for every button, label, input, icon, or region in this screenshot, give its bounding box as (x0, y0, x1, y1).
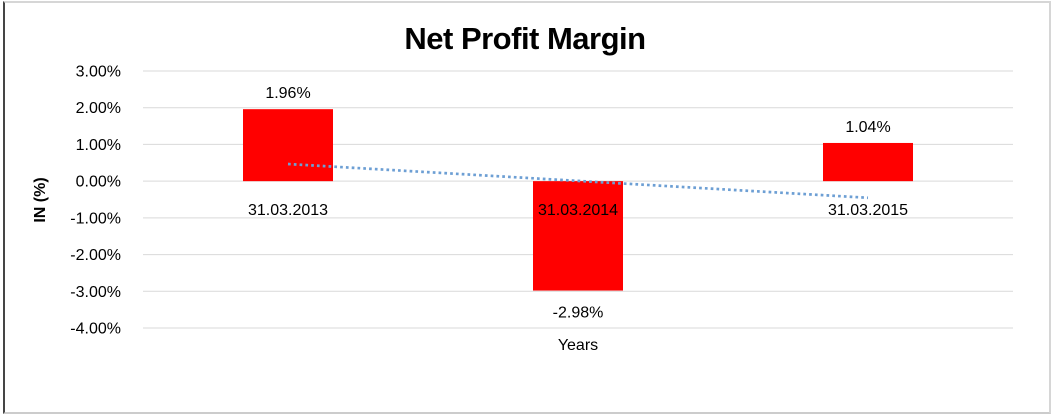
x-axis-title: Years (558, 337, 598, 354)
bar (243, 109, 333, 182)
y-tick-label: 2.00% (76, 100, 121, 117)
bar (823, 142, 913, 182)
category-label: 31.03.2013 (248, 202, 328, 219)
y-tick-label: -4.00% (70, 321, 121, 338)
value-label: 1.04% (845, 119, 890, 136)
value-label: 1.96% (265, 85, 310, 102)
y-tick-label: -1.00% (70, 210, 121, 227)
category-label: 31.03.2014 (538, 202, 618, 219)
y-tick-label: 0.00% (76, 174, 121, 191)
trendline (287, 162, 869, 200)
bar (533, 181, 623, 291)
bars-layer (243, 109, 913, 291)
y-tick-label: -3.00% (70, 284, 121, 301)
y-tick-label: 3.00% (76, 64, 121, 81)
y-tick-label: -2.00% (70, 247, 121, 264)
data-labels-layer: 1.96% 31.03.2013 -2.98% 31.03.2014 1.04% 31.0… (248, 85, 908, 321)
category-label: 31.03.2015 (828, 202, 908, 219)
y-axis-title: IN (%) (32, 177, 49, 222)
value-label: -2.98% (553, 305, 604, 322)
y-axis-tick-labels: 3.00% 2.00% 1.00% 0.00% -1.00% -2.00% -3.00% -4… (70, 64, 121, 338)
chart-title: Net Profit Margin (404, 21, 645, 56)
y-tick-label: 1.00% (76, 137, 121, 154)
